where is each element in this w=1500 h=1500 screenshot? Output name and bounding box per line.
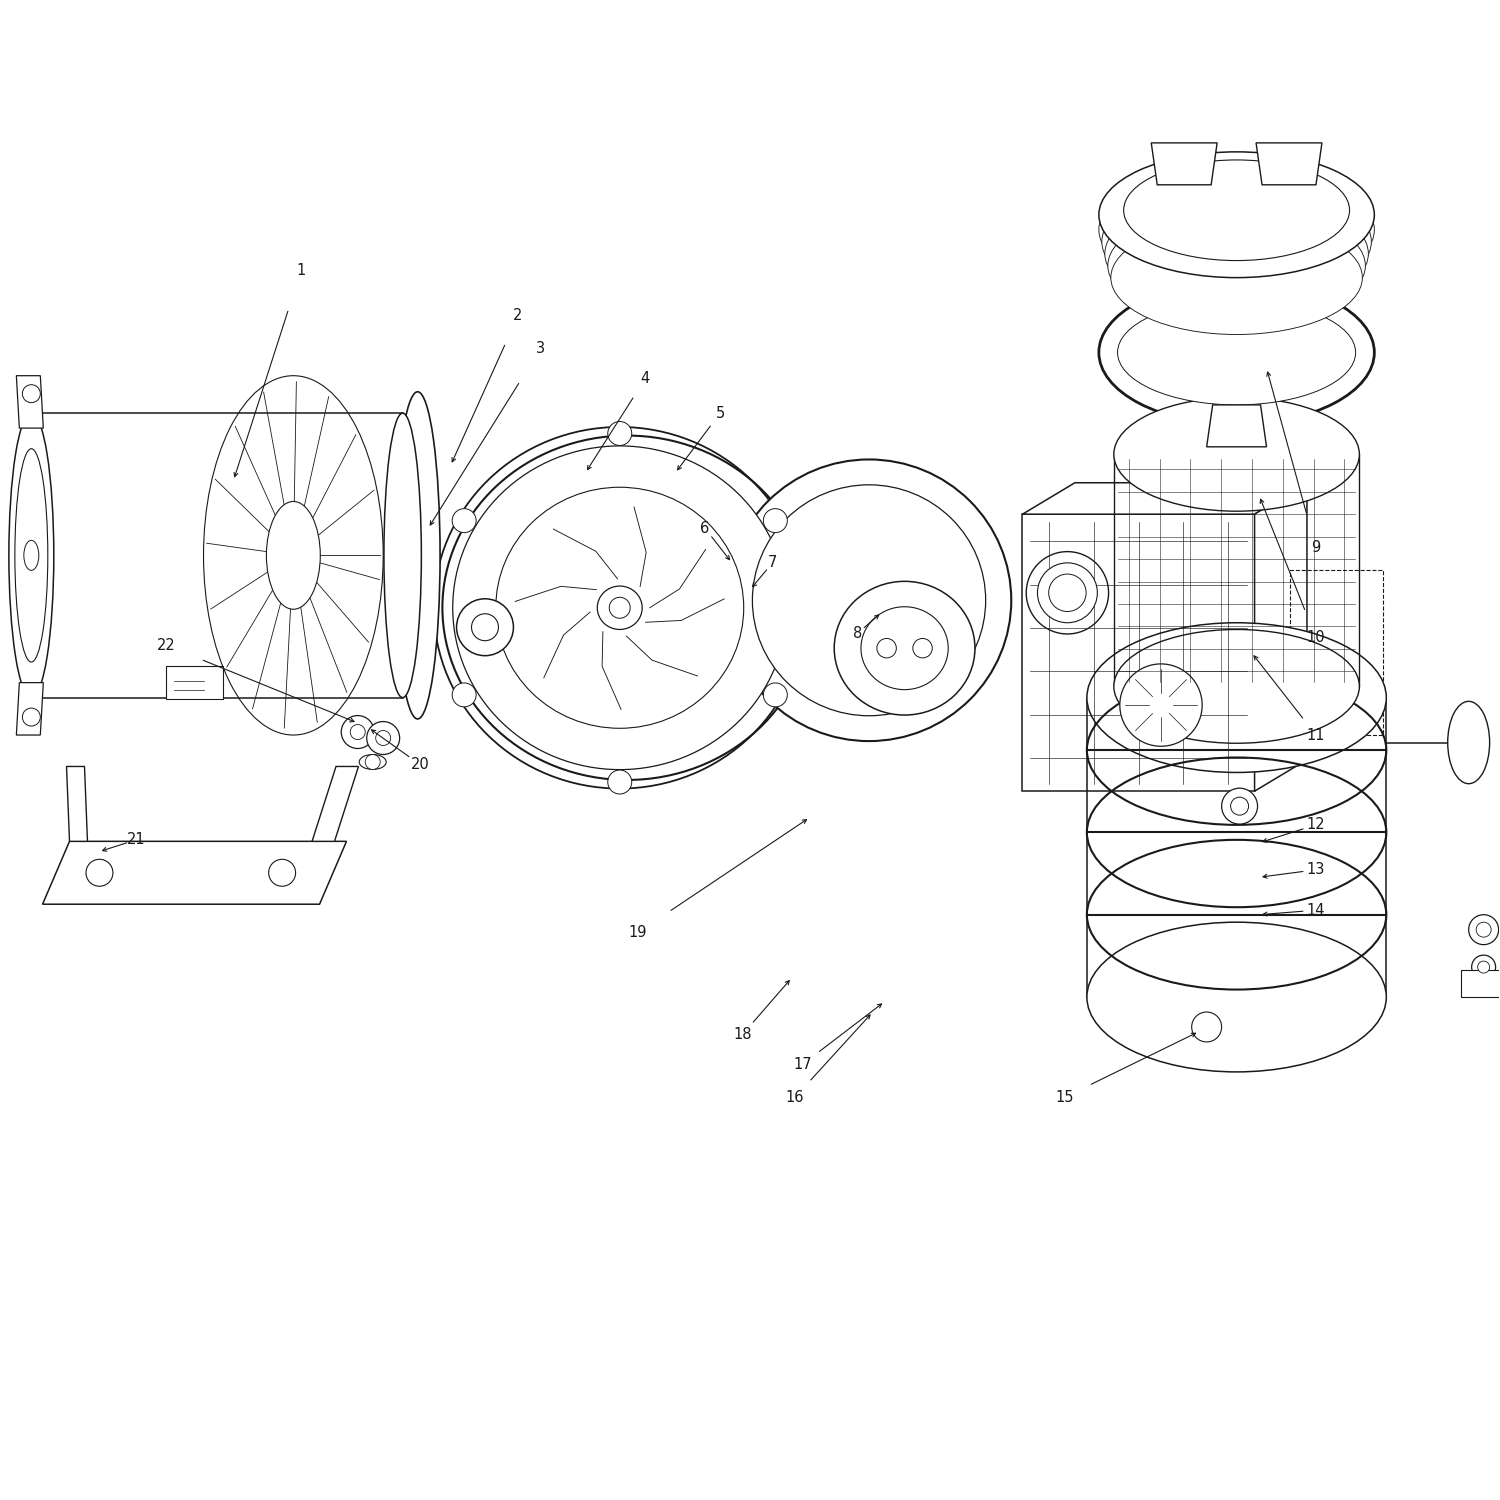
Circle shape: [1191, 1013, 1221, 1042]
Ellipse shape: [1106, 194, 1368, 314]
Ellipse shape: [394, 392, 439, 718]
Polygon shape: [66, 766, 87, 842]
Ellipse shape: [358, 754, 386, 770]
Text: 12: 12: [1306, 818, 1326, 833]
Polygon shape: [1256, 142, 1322, 184]
Polygon shape: [16, 682, 44, 735]
Ellipse shape: [1448, 702, 1490, 783]
Ellipse shape: [453, 446, 788, 770]
Polygon shape: [1152, 142, 1216, 184]
Circle shape: [342, 716, 374, 748]
Ellipse shape: [1088, 922, 1386, 1072]
Ellipse shape: [1114, 630, 1359, 744]
Polygon shape: [16, 375, 44, 427]
Ellipse shape: [1100, 166, 1374, 292]
Text: 9: 9: [1311, 540, 1320, 555]
Text: 2: 2: [513, 309, 522, 324]
Polygon shape: [1254, 483, 1306, 790]
Ellipse shape: [609, 597, 630, 618]
Text: 18: 18: [734, 1028, 752, 1042]
Polygon shape: [312, 766, 358, 842]
Text: 6: 6: [700, 520, 709, 536]
Circle shape: [1476, 922, 1491, 938]
Circle shape: [1468, 915, 1498, 945]
Text: 1: 1: [296, 264, 306, 279]
Ellipse shape: [471, 614, 498, 640]
Bar: [1023, 514, 1254, 790]
Circle shape: [452, 682, 476, 706]
Ellipse shape: [24, 540, 39, 570]
Text: 8: 8: [853, 626, 862, 640]
Circle shape: [608, 770, 631, 794]
Text: 5: 5: [716, 405, 724, 420]
Text: 16: 16: [786, 1090, 804, 1106]
Ellipse shape: [267, 501, 321, 609]
Text: 19: 19: [628, 926, 646, 940]
Circle shape: [764, 682, 788, 706]
Text: 17: 17: [794, 1058, 812, 1072]
Ellipse shape: [1038, 562, 1098, 622]
Circle shape: [22, 384, 40, 402]
Text: 11: 11: [1306, 728, 1324, 742]
Circle shape: [764, 509, 788, 532]
Circle shape: [1478, 962, 1490, 974]
Circle shape: [268, 859, 296, 886]
Ellipse shape: [496, 488, 744, 729]
Polygon shape: [42, 842, 346, 904]
Circle shape: [375, 730, 390, 746]
Ellipse shape: [1102, 180, 1371, 303]
Text: 3: 3: [536, 340, 544, 356]
Circle shape: [22, 708, 40, 726]
Ellipse shape: [1108, 207, 1365, 324]
Ellipse shape: [1048, 574, 1086, 612]
Polygon shape: [1023, 483, 1306, 514]
Ellipse shape: [1088, 622, 1386, 772]
Ellipse shape: [433, 427, 806, 789]
Ellipse shape: [878, 639, 897, 658]
Text: 10: 10: [1306, 630, 1326, 645]
Circle shape: [1230, 796, 1248, 814]
Ellipse shape: [384, 413, 422, 698]
Ellipse shape: [15, 448, 48, 662]
Bar: [166, 666, 224, 699]
Ellipse shape: [1100, 152, 1374, 278]
Circle shape: [1472, 956, 1496, 980]
Text: 13: 13: [1306, 862, 1324, 877]
Ellipse shape: [9, 413, 54, 698]
Ellipse shape: [1100, 280, 1374, 424]
Bar: [1461, 970, 1500, 998]
Ellipse shape: [456, 598, 513, 656]
Ellipse shape: [728, 459, 1011, 741]
Ellipse shape: [1112, 220, 1362, 334]
Ellipse shape: [834, 582, 975, 716]
Circle shape: [86, 859, 112, 886]
Text: 14: 14: [1306, 903, 1324, 918]
Ellipse shape: [914, 639, 933, 658]
Text: 22: 22: [156, 638, 176, 652]
Ellipse shape: [1118, 300, 1356, 405]
Circle shape: [364, 754, 380, 770]
Text: 7: 7: [768, 555, 777, 570]
Ellipse shape: [1114, 398, 1359, 512]
Circle shape: [350, 724, 364, 740]
Ellipse shape: [1026, 552, 1108, 634]
Ellipse shape: [597, 586, 642, 630]
Text: 15: 15: [1054, 1090, 1074, 1106]
Circle shape: [608, 422, 631, 446]
Ellipse shape: [1124, 160, 1350, 261]
Ellipse shape: [861, 606, 948, 690]
Circle shape: [1221, 788, 1257, 824]
Text: 20: 20: [411, 758, 430, 772]
Ellipse shape: [1120, 664, 1202, 747]
Text: 21: 21: [128, 833, 146, 848]
Text: 4: 4: [640, 370, 650, 386]
Circle shape: [366, 722, 399, 754]
Polygon shape: [1206, 405, 1266, 447]
Ellipse shape: [753, 484, 986, 716]
Circle shape: [452, 509, 476, 532]
